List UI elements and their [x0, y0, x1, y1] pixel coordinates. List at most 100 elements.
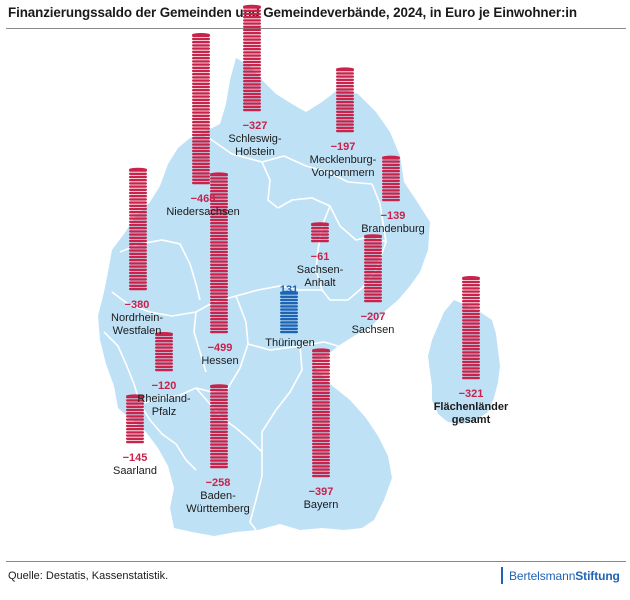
coin: [210, 202, 228, 206]
coin: [210, 414, 228, 417]
label-rheinland-pfalz: −120 Rheinland- Pfalz: [137, 380, 190, 419]
coin: [462, 316, 480, 319]
coin: [192, 66, 210, 69]
logo-bar-icon: [501, 567, 503, 584]
coin: [280, 311, 298, 314]
label-baden-wuerttemberg: −258 Baden- Württemberg: [186, 477, 250, 516]
coin: [280, 305, 298, 308]
coin: [312, 458, 330, 462]
coin-stack-cap: [129, 167, 147, 171]
coin: [364, 299, 382, 303]
coin: [382, 160, 400, 163]
coin: [243, 67, 261, 70]
coin: [243, 83, 261, 86]
coin: [129, 220, 147, 223]
coin: [312, 455, 330, 458]
coin-stack-cap: [126, 394, 144, 398]
name-bayern: Bayern: [303, 499, 339, 511]
coin: [243, 48, 261, 51]
coin: [382, 176, 400, 179]
coin: [210, 177, 228, 180]
label-flaechenlaender-gesamt: −321 Flächenländer gesamt: [434, 388, 509, 427]
coin: [462, 370, 480, 373]
coin: [462, 306, 480, 309]
coin: [364, 248, 382, 251]
coin: [126, 418, 144, 421]
coin: [312, 401, 330, 404]
coin: [192, 133, 210, 137]
coin: [312, 388, 330, 391]
coin: [364, 293, 382, 296]
coin: [210, 421, 228, 424]
coin: [210, 433, 228, 437]
top-divider: [6, 28, 626, 29]
coin: [462, 341, 480, 344]
name-flaechenlaender-gesamt-1: Flächenländer: [433, 401, 509, 413]
coin: [129, 175, 147, 179]
coin: [243, 70, 261, 73]
coin-stack-9: [155, 332, 173, 372]
name-mecklenburg-vorpommern-1: Mecklenburg-: [309, 154, 377, 166]
coin: [155, 343, 173, 346]
coin: [129, 214, 147, 217]
coin: [312, 420, 330, 423]
coin: [462, 344, 480, 348]
coin: [462, 293, 480, 296]
value-thueringen: 131: [279, 284, 299, 296]
coin: [210, 318, 228, 321]
coin: [462, 373, 480, 376]
coin: [312, 394, 330, 398]
coin: [312, 398, 330, 401]
coin: [192, 63, 210, 66]
coin: [210, 289, 228, 292]
coin: [126, 402, 144, 405]
coin: [364, 280, 382, 283]
germany-outline: [98, 58, 430, 536]
coin: [336, 94, 354, 97]
coin: [192, 130, 210, 133]
coin: [129, 217, 147, 220]
coin: [382, 170, 400, 173]
coin: [210, 440, 228, 443]
value-saarland: −145: [122, 452, 148, 464]
coin: [312, 452, 330, 455]
coin: [129, 271, 147, 275]
bertelsmann-stiftung-logo: BertelsmannStiftung: [501, 567, 620, 584]
coin: [364, 267, 382, 271]
coin: [192, 137, 210, 140]
coin: [126, 437, 144, 440]
coin-stack-3: [382, 155, 400, 202]
coin: [192, 50, 210, 53]
coin: [312, 369, 330, 372]
coin: [462, 364, 480, 367]
coin: [311, 236, 329, 239]
coin: [312, 423, 330, 426]
coin: [126, 428, 144, 431]
coin-stack-cap: [336, 67, 354, 71]
coin: [312, 465, 330, 468]
coin: [243, 99, 261, 102]
value-sachsen-anhalt: −61: [310, 251, 330, 263]
coin: [192, 175, 210, 178]
coin: [155, 340, 173, 343]
coin: [210, 257, 228, 260]
coin: [462, 287, 480, 290]
coin-stack-cap: [364, 234, 382, 238]
logo-text: BertelsmannStiftung: [509, 569, 620, 583]
coin: [364, 255, 382, 258]
coin: [210, 209, 228, 212]
coin: [129, 182, 147, 185]
label-niedersachsen: −468 Niedersachsen: [166, 193, 239, 219]
coin: [336, 129, 354, 133]
coin: [210, 405, 228, 408]
coin: [192, 181, 210, 185]
coin: [210, 266, 228, 270]
coin: [155, 368, 173, 372]
coin: [336, 110, 354, 113]
coin: [129, 259, 147, 262]
germany-map: [98, 4, 500, 536]
coin: [129, 275, 147, 278]
coin: [192, 149, 210, 153]
coin-stack-0: [243, 4, 261, 112]
coin: [192, 121, 210, 124]
